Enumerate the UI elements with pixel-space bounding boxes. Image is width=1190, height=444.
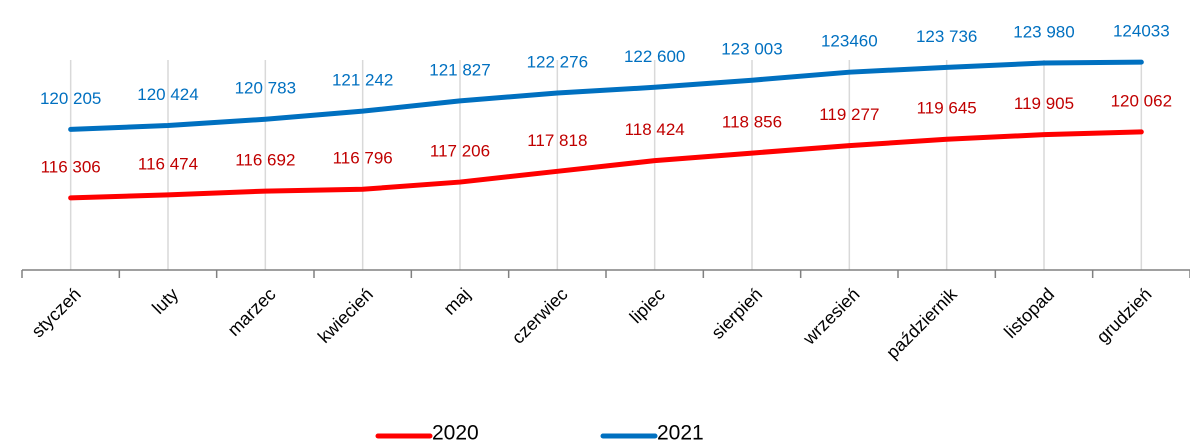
data-label: 120 424: [137, 85, 198, 104]
data-label: 117 818: [527, 131, 587, 150]
data-label: 119 277: [819, 105, 879, 124]
data-label: 119 645: [917, 99, 977, 118]
data-label: 116 474: [138, 154, 198, 173]
data-label: 123 736: [916, 27, 977, 46]
x-tick-label: kwiecień: [314, 284, 377, 347]
x-tick-label: maj: [440, 284, 475, 319]
x-tick-label: październik: [882, 283, 961, 362]
data-label: 116 692: [235, 151, 295, 170]
data-label: 120 205: [40, 89, 101, 108]
data-label: 121 242: [332, 71, 393, 90]
data-label: 119 905: [1014, 94, 1074, 113]
legend-label: 2021: [657, 422, 704, 444]
data-label: 116 306: [41, 157, 101, 176]
x-tick-label: marzec: [224, 284, 280, 340]
data-label: 122 276: [527, 52, 588, 71]
x-tick-label: grudzień: [1093, 284, 1156, 347]
data-label: 123460: [821, 32, 878, 51]
line-series: [68, 129, 1144, 201]
data-label: 120 783: [235, 79, 296, 98]
x-tick-label: czerwiec: [508, 284, 572, 348]
x-tick-label: lipiec: [626, 284, 669, 327]
data-label: 117 206: [430, 142, 490, 161]
data-label: 123 003: [721, 40, 782, 59]
data-label: 123 980: [1013, 23, 1074, 42]
x-tick-label: listopad: [1000, 284, 1058, 342]
data-label: 118 856: [722, 113, 782, 132]
data-label: 121 827: [429, 60, 490, 79]
x-tick-label: luty: [148, 284, 182, 318]
data-label: 120 062: [1111, 91, 1172, 110]
data-label: 118 424: [625, 120, 685, 139]
line-series: [68, 59, 1144, 132]
data-label: 116 796: [333, 149, 393, 168]
x-tick-label: sierpień: [707, 284, 766, 343]
x-tick-label: styczeń: [28, 284, 85, 341]
data-label: 124033: [1113, 22, 1170, 41]
data-label: 122 600: [624, 47, 685, 66]
legend-label: 2020: [432, 422, 479, 444]
x-tick-label: wrzesień: [798, 284, 863, 349]
